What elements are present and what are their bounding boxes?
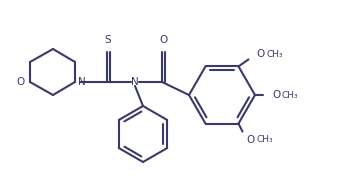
Text: N: N <box>78 77 86 87</box>
Text: O: O <box>17 77 25 87</box>
Text: O: O <box>246 135 255 145</box>
Text: N: N <box>131 77 139 87</box>
Text: O: O <box>272 90 280 100</box>
Text: CH₃: CH₃ <box>282 90 298 99</box>
Text: S: S <box>105 35 111 45</box>
Text: O: O <box>256 49 265 59</box>
Text: CH₃: CH₃ <box>256 135 273 144</box>
Text: CH₃: CH₃ <box>266 50 283 59</box>
Text: O: O <box>159 35 167 45</box>
